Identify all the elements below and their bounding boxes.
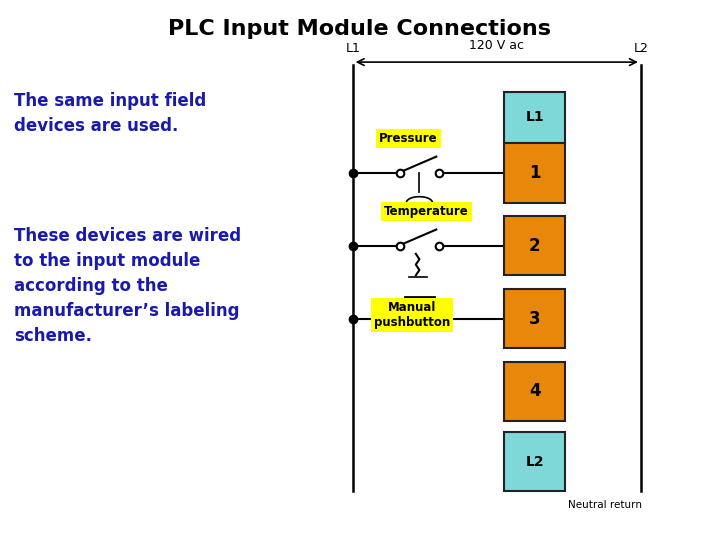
Text: L1: L1 bbox=[526, 111, 544, 124]
Text: Neutral return: Neutral return bbox=[568, 500, 642, 510]
Text: 3: 3 bbox=[528, 309, 541, 328]
Bar bbox=[504, 289, 565, 348]
Text: Pressure: Pressure bbox=[379, 132, 438, 145]
Bar bbox=[504, 432, 565, 491]
Text: The same input field
devices are used.: The same input field devices are used. bbox=[14, 92, 207, 135]
Text: 120 V ac: 120 V ac bbox=[469, 39, 524, 52]
Text: L2: L2 bbox=[634, 42, 648, 55]
Text: Temperature: Temperature bbox=[384, 205, 469, 218]
Text: PLC Input Module Connections: PLC Input Module Connections bbox=[168, 19, 552, 39]
Text: These devices are wired
to the input module
according to the
manufacturer’s labe: These devices are wired to the input mod… bbox=[14, 227, 241, 345]
Text: 4: 4 bbox=[528, 382, 541, 401]
Text: L1: L1 bbox=[346, 42, 360, 55]
Text: L2: L2 bbox=[526, 455, 544, 469]
Bar bbox=[504, 216, 565, 275]
Text: Manual
pushbutton: Manual pushbutton bbox=[374, 301, 450, 329]
Bar bbox=[504, 362, 565, 421]
Text: 2: 2 bbox=[528, 237, 541, 255]
Text: 1: 1 bbox=[529, 164, 540, 182]
Bar bbox=[504, 143, 565, 202]
Bar bbox=[504, 92, 565, 143]
